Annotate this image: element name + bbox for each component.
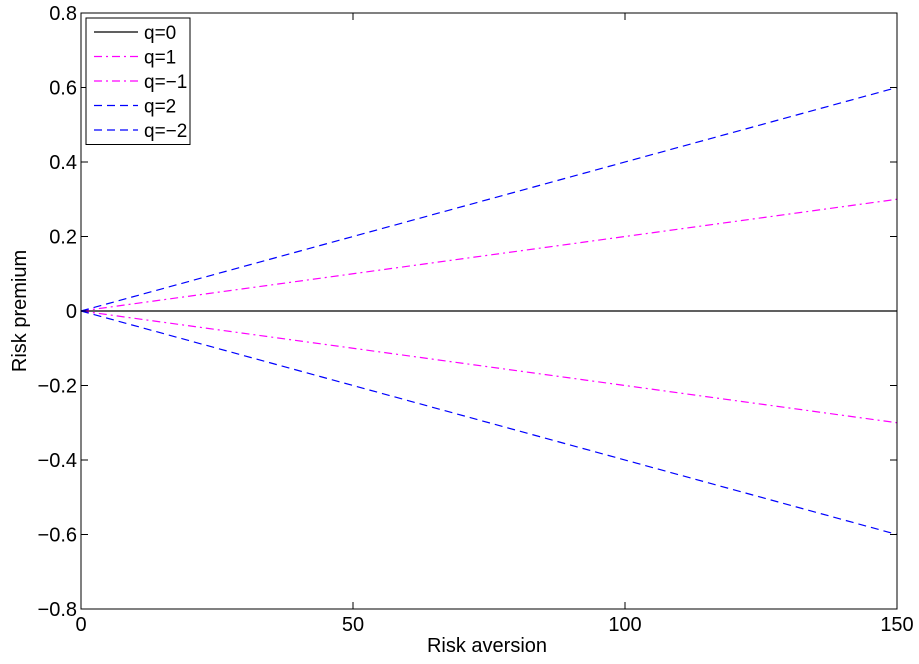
- series-line-4: [80, 86, 898, 312]
- y-tick-label: −0.2: [38, 376, 77, 398]
- legend-label-4: q=2: [144, 97, 176, 118]
- legend-label-3: q=−1: [144, 72, 187, 93]
- x-tick-label: 50: [342, 614, 364, 636]
- axes-layer: 0 50 100 150 −0.8 −0.6 −0.4 −0.2 0 0.2 0.4 0.6 0.8: [38, 3, 914, 636]
- y-tick-label: 0.2: [49, 227, 77, 249]
- y-tick-label: 0.8: [49, 3, 77, 25]
- series-layer: [80, 86, 898, 536]
- legend-label-5: q=−2: [144, 121, 187, 142]
- y-tick-label: −0.6: [38, 525, 77, 547]
- x-tick-label: 100: [608, 614, 641, 636]
- series-line-3: [80, 310, 898, 424]
- legend-label-2: q=1: [144, 48, 176, 69]
- legend: q=0 q=1 q=−1 q=2 q=−2: [85, 17, 191, 145]
- y-tick-label: −0.8: [38, 599, 77, 621]
- legend-label-1: q=0: [144, 23, 176, 44]
- x-axis-label: Risk aversion: [427, 635, 547, 657]
- y-tick-label: 0: [66, 301, 77, 323]
- y-tick-label: 0.6: [49, 78, 77, 100]
- y-tick-label: −0.4: [38, 450, 77, 472]
- x-tick-label: 150: [880, 614, 913, 636]
- series-line-5: [80, 310, 898, 536]
- series-line-2: [80, 198, 898, 312]
- x-tick-label: 0: [75, 614, 86, 636]
- y-axis-label: Risk premium: [9, 250, 31, 372]
- y-tick-label: 0.4: [49, 152, 77, 174]
